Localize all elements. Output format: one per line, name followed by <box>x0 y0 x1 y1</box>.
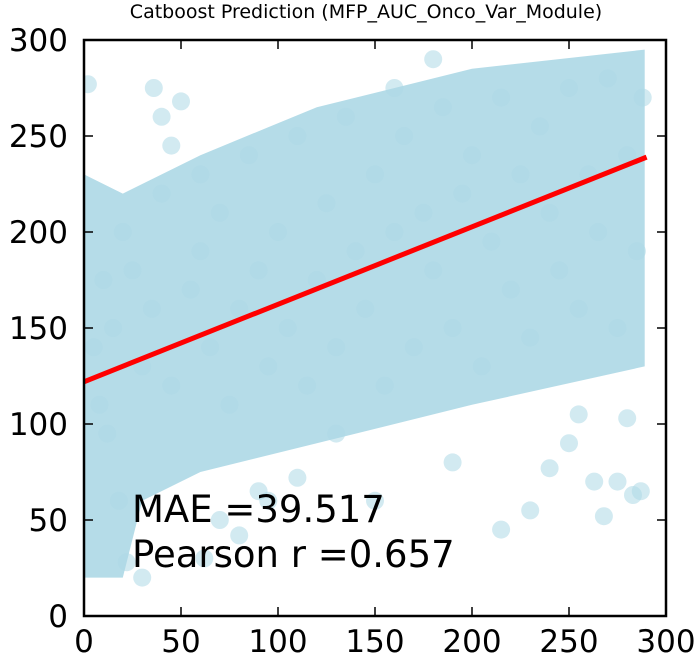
data-point <box>201 338 219 356</box>
data-point <box>632 482 650 500</box>
data-point <box>347 242 365 260</box>
data-point <box>385 79 403 97</box>
y-tick-label: 200 <box>9 215 68 251</box>
data-point <box>337 108 355 126</box>
data-point <box>279 319 297 337</box>
data-point <box>415 204 433 222</box>
y-tick-label: 100 <box>9 407 68 443</box>
data-point <box>609 473 627 491</box>
data-point <box>85 338 103 356</box>
data-point <box>327 425 345 443</box>
x-tick-label: 250 <box>539 624 598 660</box>
data-point <box>104 319 122 337</box>
x-tick-label: 0 <box>74 624 94 660</box>
data-point <box>143 300 161 318</box>
data-point <box>191 165 209 183</box>
data-point <box>585 473 603 491</box>
data-point <box>94 271 112 289</box>
data-point <box>269 223 287 241</box>
data-point <box>145 79 163 97</box>
data-point <box>240 146 258 164</box>
mae-annotation: MAE =39.517 <box>132 488 385 531</box>
data-point <box>609 319 627 337</box>
data-point <box>395 127 413 145</box>
data-point <box>550 261 568 279</box>
data-point <box>327 338 345 356</box>
data-point <box>318 194 336 212</box>
data-point <box>560 434 578 452</box>
data-point <box>541 459 559 477</box>
data-point <box>366 165 384 183</box>
data-point <box>424 261 442 279</box>
data-point <box>492 89 510 107</box>
data-point <box>492 521 510 539</box>
data-point <box>589 223 607 241</box>
data-point <box>356 300 374 318</box>
data-point <box>482 233 500 251</box>
y-tick-label: 50 <box>29 503 68 539</box>
y-tick-label: 150 <box>9 311 68 347</box>
data-point <box>595 507 613 525</box>
data-point <box>512 165 530 183</box>
data-point <box>599 69 617 87</box>
data-point <box>434 98 452 116</box>
y-tick-label: 250 <box>9 119 68 155</box>
data-point <box>91 396 109 414</box>
y-tick-label: 0 <box>48 599 68 635</box>
data-point <box>172 92 190 110</box>
data-point <box>570 405 588 423</box>
data-point <box>211 204 229 222</box>
data-point <box>634 89 652 107</box>
data-point <box>182 281 200 299</box>
data-point <box>298 377 316 395</box>
data-point <box>114 223 132 241</box>
x-tick-label: 200 <box>442 624 501 660</box>
data-point <box>288 127 306 145</box>
data-point <box>162 137 180 155</box>
y-tick-label: 300 <box>9 23 68 59</box>
data-point <box>250 261 268 279</box>
data-point <box>98 425 116 443</box>
data-point <box>124 261 142 279</box>
data-point <box>288 469 306 487</box>
x-tick-label: 50 <box>161 624 200 660</box>
data-point <box>521 501 539 519</box>
data-point <box>153 108 171 126</box>
data-point <box>618 409 636 427</box>
data-point <box>570 300 588 318</box>
data-point <box>541 204 559 222</box>
data-point <box>521 329 539 347</box>
chart-title: Catboost Prediction (MFP_AUC_Onco_Var_Mo… <box>130 1 602 23</box>
data-point <box>79 75 97 93</box>
pearson-annotation: Pearson r =0.657 <box>132 533 455 576</box>
data-point <box>385 223 403 241</box>
data-point <box>376 377 394 395</box>
data-point <box>110 492 128 510</box>
data-point <box>191 242 209 260</box>
data-point <box>259 357 277 375</box>
data-point <box>473 357 491 375</box>
x-tick-label: 150 <box>345 624 404 660</box>
data-point <box>560 79 578 97</box>
data-point <box>502 281 520 299</box>
x-tick-label: 300 <box>636 624 695 660</box>
data-point <box>444 453 462 471</box>
data-point <box>444 319 462 337</box>
data-point <box>463 146 481 164</box>
data-point <box>405 338 423 356</box>
data-point <box>424 50 442 68</box>
data-point <box>628 242 646 260</box>
data-point <box>531 117 549 135</box>
data-point <box>453 185 471 203</box>
data-point <box>153 185 171 203</box>
data-point <box>221 396 239 414</box>
data-point <box>162 377 180 395</box>
x-tick-label: 100 <box>248 624 307 660</box>
